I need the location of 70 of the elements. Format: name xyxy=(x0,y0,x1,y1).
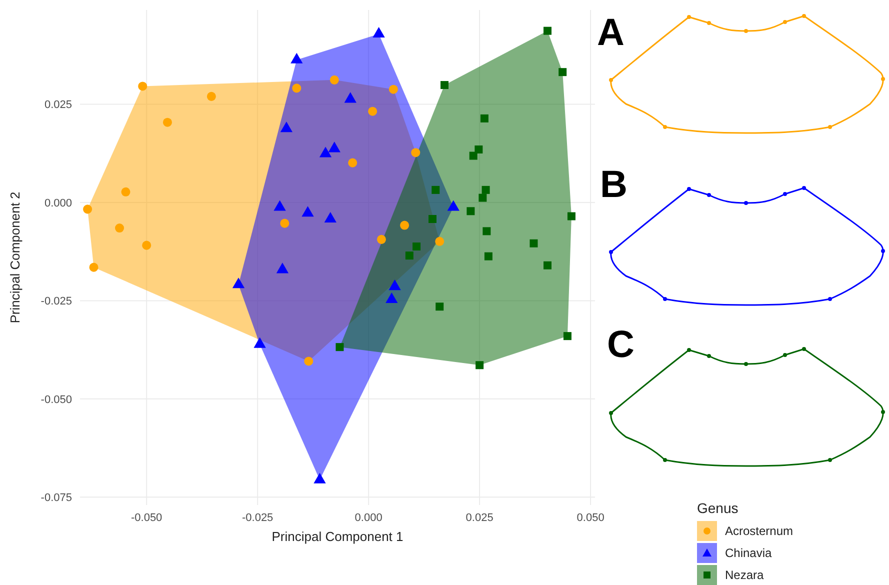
point xyxy=(436,302,444,311)
point xyxy=(386,292,398,304)
point xyxy=(254,337,266,348)
point xyxy=(115,224,124,233)
point xyxy=(435,236,444,246)
text: A xyxy=(597,12,624,54)
point xyxy=(482,186,490,194)
legend-title: Genus xyxy=(697,500,740,516)
x-tick-label: 0.000 xyxy=(354,512,382,524)
x-tick-label: 0.025 xyxy=(466,512,494,524)
point xyxy=(412,242,421,250)
text: C xyxy=(607,324,634,366)
point xyxy=(162,118,172,127)
point xyxy=(400,220,410,230)
point xyxy=(142,240,152,250)
point xyxy=(324,212,336,223)
point xyxy=(543,261,552,270)
y-tick-label: 0.025 xyxy=(44,99,72,112)
y-tick-label: -0.025 xyxy=(40,296,72,308)
legend-label: Acrosternum xyxy=(725,524,794,538)
point xyxy=(405,252,414,260)
point xyxy=(432,186,440,194)
y-axis-title: Principal Component 2 xyxy=(8,192,23,324)
point xyxy=(440,81,448,90)
point xyxy=(330,75,339,84)
point xyxy=(530,239,538,248)
point xyxy=(558,68,567,76)
point xyxy=(304,356,314,366)
point xyxy=(469,152,478,160)
point xyxy=(484,252,492,260)
point xyxy=(348,158,358,168)
point xyxy=(563,332,572,340)
point xyxy=(206,92,216,101)
point xyxy=(388,280,401,290)
y-tick-label: 0.000 xyxy=(44,197,72,210)
point xyxy=(482,227,491,236)
point xyxy=(89,262,98,272)
legend-label: Chinavia xyxy=(725,546,772,560)
point xyxy=(276,262,289,274)
point xyxy=(476,361,484,370)
point xyxy=(280,218,290,228)
point xyxy=(480,114,488,122)
point xyxy=(428,215,437,223)
point xyxy=(411,148,420,158)
point xyxy=(447,200,460,211)
point xyxy=(314,472,326,484)
point xyxy=(83,204,92,214)
point xyxy=(376,234,386,244)
point xyxy=(138,82,148,91)
y-tick-label: -0.050 xyxy=(40,394,72,406)
point xyxy=(292,84,302,93)
point xyxy=(474,145,483,154)
x-tick-label: 0.050 xyxy=(576,512,604,524)
point xyxy=(567,212,576,220)
y-tick-label: -0.075 xyxy=(40,492,72,504)
point xyxy=(302,206,314,217)
point xyxy=(336,343,344,352)
x-tick-label: -0.050 xyxy=(130,512,162,524)
point xyxy=(478,194,487,202)
point xyxy=(466,207,475,216)
text: B xyxy=(600,164,628,206)
point xyxy=(388,84,398,94)
point xyxy=(232,278,245,288)
point xyxy=(543,26,552,35)
point xyxy=(274,200,286,211)
point xyxy=(121,187,130,196)
x-axis-title: Principal Component 1 xyxy=(272,529,404,544)
legend-label: Nezara xyxy=(725,568,764,582)
x-tick-label: -0.025 xyxy=(242,512,274,524)
point xyxy=(368,106,378,116)
